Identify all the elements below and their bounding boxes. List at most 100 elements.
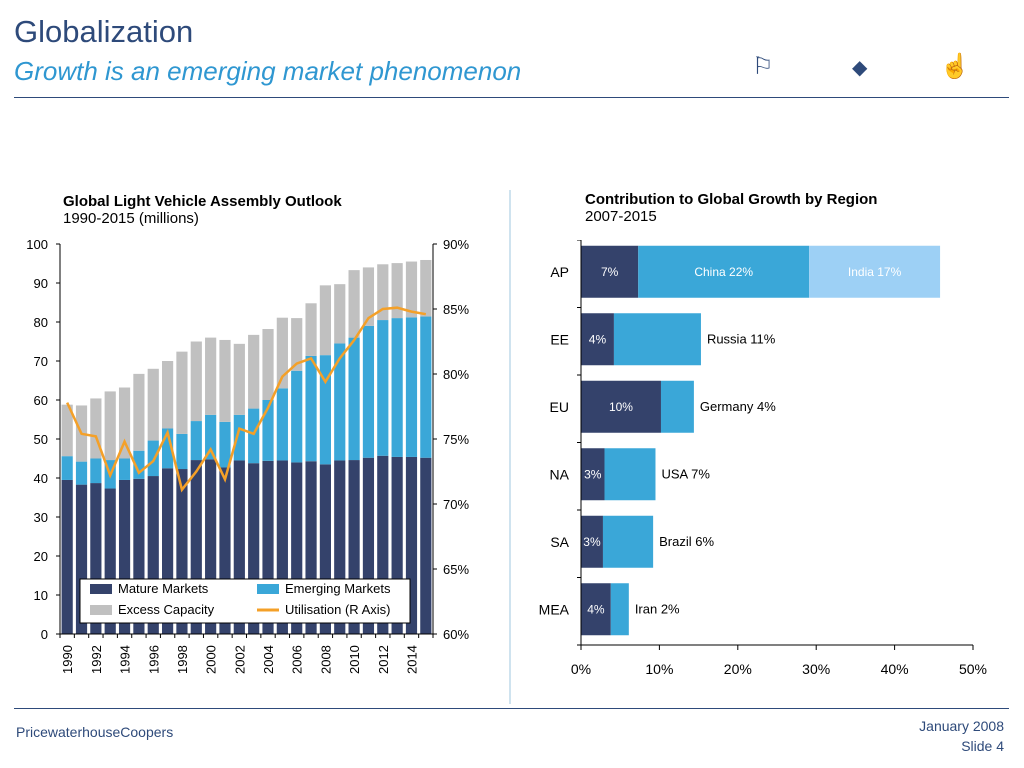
bar-mature-markets1997 <box>162 468 174 634</box>
bar-mature-markets2001 <box>219 467 231 634</box>
y-tick-label: 80 <box>34 315 48 330</box>
bar-mature-markets1990 <box>61 479 73 634</box>
bar-mature-markets2000 <box>205 459 217 634</box>
legend-swatch <box>90 605 112 615</box>
region-label: EE <box>550 331 569 347</box>
bar-emerging-markets1994 <box>118 458 131 480</box>
bar-excess-capacity1999 <box>190 341 202 422</box>
bar-mature-markets2005 <box>276 460 288 634</box>
y2-tick-label: 75% <box>443 432 469 447</box>
bar-emerging-markets2011 <box>362 325 375 458</box>
bar-mature-markets1993 <box>104 488 116 634</box>
bar-mature-markets1996 <box>147 476 159 634</box>
bar-emerging-markets1997 <box>162 428 174 469</box>
left-chart-title: Global Light Vehicle Assembly Outlook <box>63 193 342 210</box>
bar-mature-markets2011 <box>362 457 375 634</box>
right-chart-subtitle: 2007-2015 <box>585 208 657 225</box>
bar-emerging-markets1991 <box>75 461 88 485</box>
x-tick-label: 2002 <box>232 645 247 674</box>
x-tick-label: 2014 <box>404 645 419 674</box>
bar-emerging-markets1992 <box>90 458 102 484</box>
y-tick-label: 20 <box>34 549 48 564</box>
bar-emerging-markets2005 <box>276 388 288 461</box>
page-subtitle: Growth is an emerging market phenomenon <box>14 56 522 86</box>
y-tick-label: 40 <box>34 471 48 486</box>
region-label: AP <box>550 264 569 280</box>
bar-mature-markets1991 <box>75 484 88 634</box>
bar-emerging-markets2003 <box>248 408 260 464</box>
bar-emerging-markets1990 <box>61 456 73 480</box>
x-tick-label: 1998 <box>175 645 190 674</box>
legend-swatch <box>257 584 279 594</box>
bar-excess-capacity2002 <box>233 343 245 415</box>
bar-outside-label: USA 7% <box>661 466 710 481</box>
bar-mature-markets2012 <box>377 455 389 634</box>
bar-excess-capacity2011 <box>362 267 375 326</box>
bar-mature-markets1992 <box>90 483 102 634</box>
bar-mature-markets2003 <box>248 463 260 634</box>
bar-na-segment <box>604 448 656 501</box>
flag-icon: ⚐ <box>752 53 774 80</box>
region-label: SA <box>550 534 569 550</box>
y2-tick-label: 70% <box>443 497 469 512</box>
bar-mea-segment <box>581 583 611 636</box>
bar-emerging-markets2004 <box>262 400 274 461</box>
bar-ap-segment <box>809 245 941 298</box>
legend-label: Utilisation (R Axis) <box>285 602 390 617</box>
x-tick-label: 40% <box>881 661 909 677</box>
bar-excess-capacity2009 <box>334 284 346 344</box>
right-chart-title: Contribution to Global Growth by Region <box>585 191 878 208</box>
bar-mature-markets2004 <box>262 460 274 634</box>
bar-emerging-markets1998 <box>176 433 188 470</box>
bar-mature-markets2007 <box>305 461 317 634</box>
bar-mature-markets2014 <box>405 456 418 634</box>
x-tick-label: 1992 <box>89 645 104 674</box>
bar-mature-markets2010 <box>348 460 360 634</box>
legend-swatch <box>90 584 112 594</box>
bar-mature-markets1994 <box>118 479 131 634</box>
bar-excess-capacity2010 <box>348 270 360 338</box>
segment-label: 4% <box>587 602 605 616</box>
vehicle-assembly-chart: 0 10 20 30 40 50 60 70 80 90 100 60% 65% 70% 75% 80% 85%… <box>26 237 469 674</box>
bar-excess-capacity1990 <box>61 404 73 457</box>
right-chart-title-block: Contribution to Global Growth by Region … <box>585 191 877 225</box>
bar-emerging-markets2000 <box>205 414 217 460</box>
utilisation-line <box>66 306 427 493</box>
bar-excess-capacity1995 <box>133 373 145 451</box>
legend-label: Excess Capacity <box>118 602 215 617</box>
x-tick-label: 2010 <box>347 645 362 674</box>
footer-info: January 2008 Slide 4 <box>919 716 1004 756</box>
bar-mature-markets2013 <box>391 456 403 634</box>
bar-mature-markets1999 <box>190 460 202 634</box>
y-tick-label: 10 <box>34 588 48 603</box>
segment-label: 3% <box>583 535 601 549</box>
bar-excess-capacity2004 <box>262 329 274 400</box>
segment-label: 4% <box>589 332 607 346</box>
y2-tick-label: 90% <box>443 237 469 252</box>
bar-ap-segment <box>638 245 810 298</box>
x-tick-label: 1996 <box>146 645 161 674</box>
x-tick-label: 2004 <box>261 645 276 674</box>
bar-excess-capacity2006 <box>291 318 303 371</box>
bar-excess-capacity2007 <box>305 303 317 356</box>
y-tick-label: 90 <box>34 276 48 291</box>
bar-emerging-markets2006 <box>291 370 303 463</box>
legend-box <box>79 578 411 624</box>
bar-emerging-markets2012 <box>377 320 389 456</box>
bar-mature-markets2009 <box>334 460 346 634</box>
bar-outside-label: Brazil 6% <box>659 534 714 549</box>
bar-sa-segment <box>602 515 654 568</box>
header-rule <box>14 97 1009 98</box>
x-tick-label: 2000 <box>204 645 219 674</box>
bar-mea-segment <box>610 583 629 636</box>
bar-ee-segment <box>581 313 614 366</box>
bar-outside-label: Russia 11% <box>707 331 776 346</box>
bar-eu-segment <box>660 380 694 433</box>
bar-excess-capacity2005 <box>276 317 288 389</box>
thumbs-up-icon: ☝ <box>940 53 970 80</box>
bar-excess-capacity2000 <box>205 337 217 415</box>
region-label: MEA <box>539 601 570 617</box>
left-chart-subtitle: 1990-2015 (millions) <box>63 210 199 227</box>
bar-emerging-markets2009 <box>334 343 346 461</box>
segment-label: China 22% <box>694 265 753 279</box>
